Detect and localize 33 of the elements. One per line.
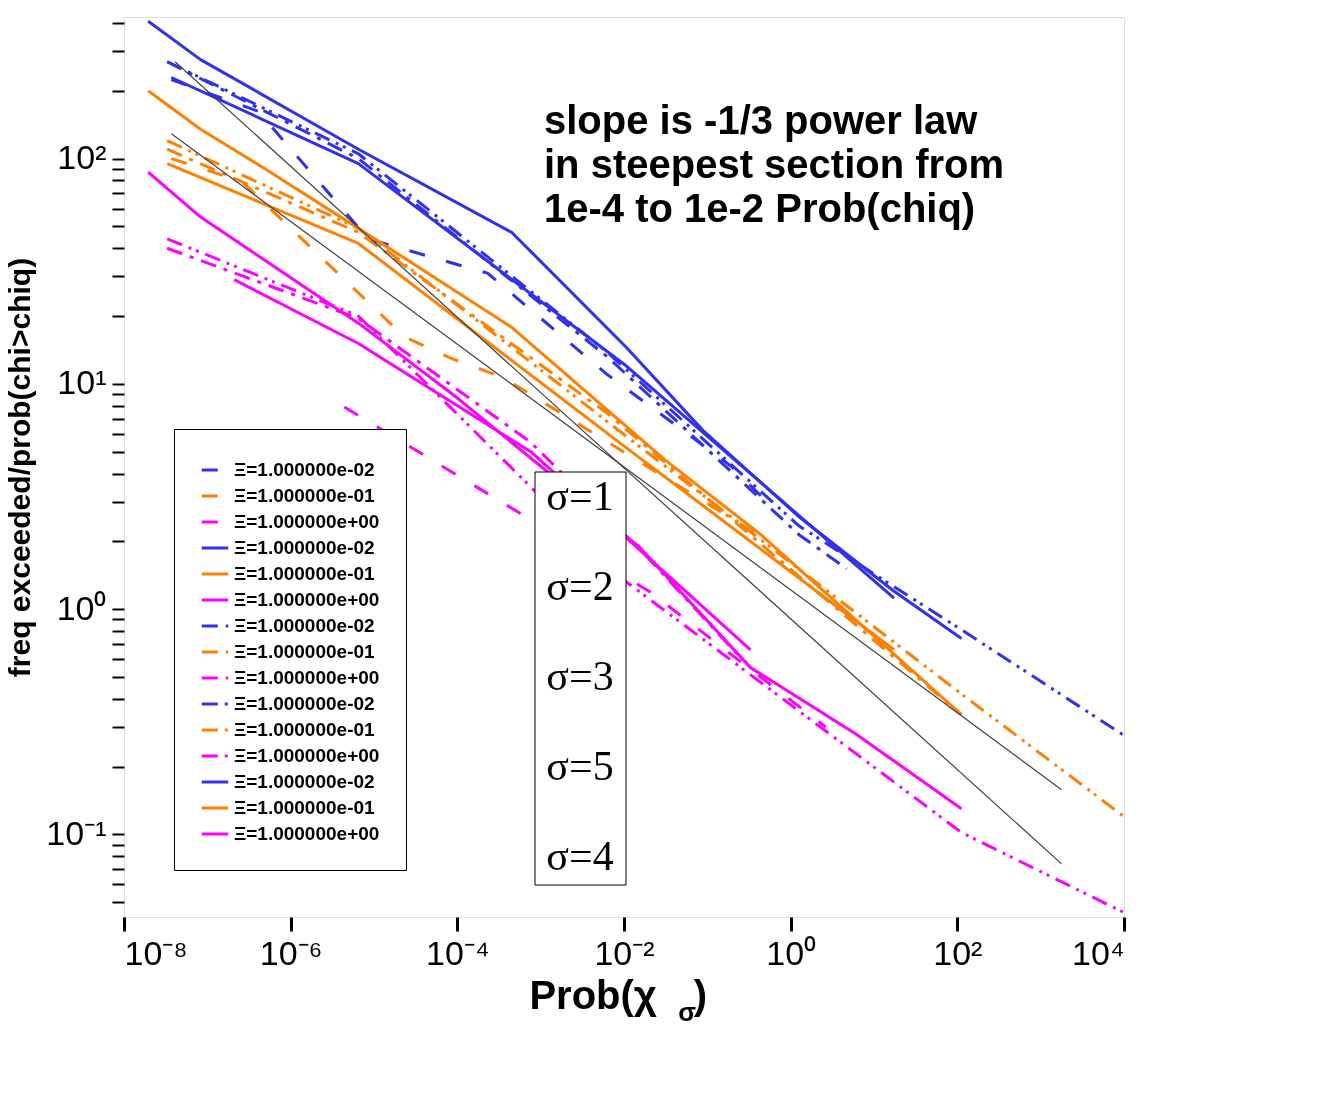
annotation: σ=3 [546, 653, 614, 699]
x-tick-label: 10² [933, 933, 983, 972]
legend-label: Ξ=1.000000e-02 [234, 459, 375, 480]
x-tick-label: 10⁰ [766, 933, 817, 972]
x-tick-label: 10⁻⁴ [426, 933, 490, 972]
legend-label: Ξ=1.000000e-01 [234, 485, 376, 506]
legend-label: Ξ=1.000000e-01 [234, 563, 376, 584]
annotation: σ=2 [546, 563, 614, 609]
legend-label: Ξ=1.000000e+00 [234, 589, 380, 610]
annotation: σ=5 [546, 743, 614, 789]
y-tick-label: 10¹ [57, 363, 107, 402]
legend-label: Ξ=1.000000e-01 [234, 719, 376, 740]
x-tick-label: 10⁻⁶ [259, 933, 323, 972]
legend-label: Ξ=1.000000e-01 [234, 641, 376, 662]
legend-label: Ξ=1.000000e+00 [234, 667, 380, 688]
legend-label: Ξ=1.000000e-02 [234, 771, 375, 792]
x-tick-label: 10⁴ [1072, 933, 1125, 972]
y-tick-label: 10⁻¹ [46, 813, 107, 852]
legend-label: Ξ=1.000000e+00 [234, 511, 380, 532]
x-tick-label: 10⁻⁸ [124, 933, 188, 972]
y-tick-label: 10⁰ [56, 588, 107, 627]
legend-label: Ξ=1.000000e-02 [234, 537, 375, 558]
legend-label: Ξ=1.000000e-02 [234, 615, 375, 636]
legend-label: Ξ=1.000000e-02 [234, 693, 375, 714]
y-tick-label: 10² [57, 138, 107, 177]
annotation: slope is -1/3 power law in steepest section from 1e-4 to 1e-2 Prob(chiq) [544, 98, 1005, 230]
legend-label: Ξ=1.000000e+00 [234, 823, 380, 844]
annotation: σ=1 [546, 473, 614, 519]
annotation: σ=4 [546, 833, 614, 879]
legend-label: Ξ=1.000000e-01 [234, 797, 376, 818]
legend-label: Ξ=1.000000e+00 [234, 745, 380, 766]
x-tick-label: 10⁻² [594, 933, 655, 972]
y-axis-title: freq exceeded/prob(chi>chiq) [3, 257, 37, 678]
